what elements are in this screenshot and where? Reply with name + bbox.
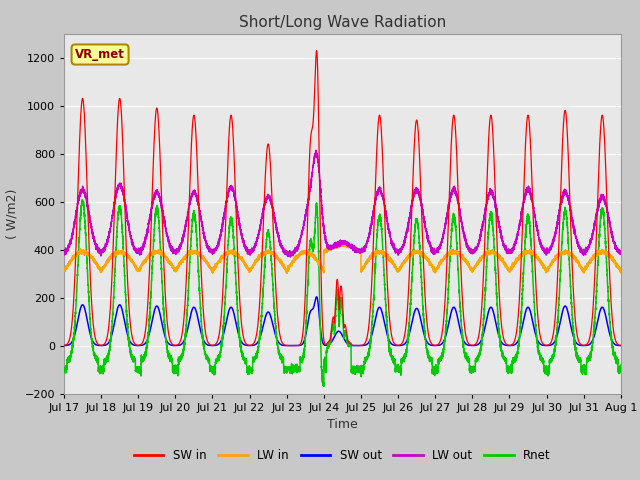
Legend: SW in, LW in, SW out, LW out, Rnet: SW in, LW in, SW out, LW out, Rnet: [129, 444, 556, 467]
Y-axis label: ( W/m2): ( W/m2): [6, 189, 19, 239]
Title: Short/Long Wave Radiation: Short/Long Wave Radiation: [239, 15, 446, 30]
X-axis label: Time: Time: [327, 418, 358, 431]
Text: VR_met: VR_met: [75, 48, 125, 61]
